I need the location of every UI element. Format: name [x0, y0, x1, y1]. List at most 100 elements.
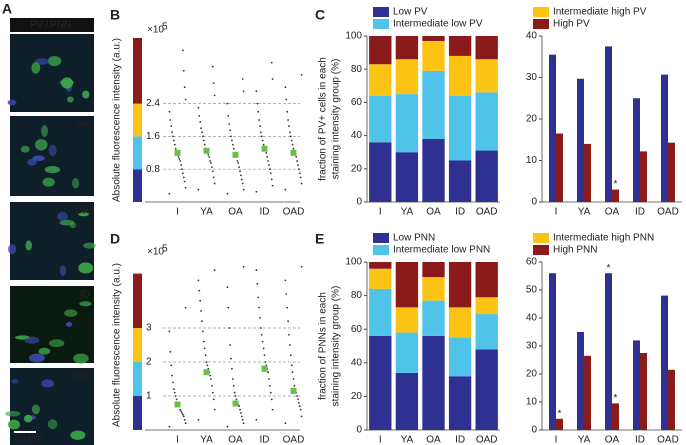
- data-point: [260, 131, 262, 134]
- y-tick-label: 60: [526, 257, 538, 268]
- data-point: [169, 350, 172, 353]
- bar: [640, 151, 647, 202]
- x-tick-label: OA: [228, 435, 243, 445]
- median-marker: [174, 401, 181, 408]
- bar-segment: [475, 150, 498, 202]
- y-axis-label: Absolute fluorescence intensity (a.u.): [112, 263, 123, 427]
- bar-segment: [369, 142, 392, 202]
- data-point: [175, 398, 178, 401]
- panel-label: D: [110, 231, 120, 247]
- data-point: [240, 178, 243, 181]
- bar: [556, 133, 563, 202]
- data-point: [182, 69, 185, 72]
- bar-segment: [395, 332, 419, 373]
- tile-label: ID: [80, 290, 90, 301]
- cell: [83, 242, 96, 249]
- cell: [78, 262, 94, 274]
- x-tick-label: I: [176, 207, 179, 218]
- median-marker: [174, 149, 181, 156]
- data-point: [229, 129, 232, 132]
- bar: [668, 369, 675, 430]
- bar-segment: [475, 262, 498, 298]
- bar-segment: [422, 262, 445, 278]
- data-point: [209, 374, 212, 377]
- legend-swatch: [373, 245, 389, 255]
- data-point: [298, 172, 301, 175]
- data-point: [202, 330, 204, 333]
- cell: [70, 430, 86, 440]
- data-point: [238, 166, 241, 169]
- bar-segment: [422, 36, 445, 41]
- significance-mark: *: [558, 408, 562, 419]
- y-tick-label: 2: [146, 357, 152, 368]
- data-point: [292, 378, 295, 380]
- data-point: [168, 330, 171, 333]
- y-tick-label: 50: [526, 285, 538, 296]
- x-tick-label: OA: [426, 435, 441, 445]
- data-point: [233, 391, 236, 394]
- cell: [31, 62, 41, 74]
- y-tick-label: 40: [526, 31, 538, 42]
- data-point: [228, 327, 231, 329]
- data-point: [290, 139, 293, 142]
- median-marker: [290, 149, 297, 156]
- bar-segment: [395, 372, 419, 430]
- data-point: [227, 306, 230, 309]
- bar-segment: [448, 262, 472, 308]
- bar: [549, 54, 556, 202]
- bar-segment: [448, 376, 472, 430]
- bar: [584, 355, 591, 430]
- data-point: [234, 395, 237, 397]
- data-point: [179, 408, 182, 411]
- data-point: [260, 135, 263, 138]
- data-point: [210, 378, 212, 380]
- bar-segment: [448, 95, 472, 161]
- data-point: [184, 186, 187, 189]
- image-header-text: /: [45, 20, 48, 31]
- data-point: [213, 408, 216, 411]
- x-tick-label: YA: [578, 207, 591, 218]
- color-band: [133, 103, 142, 137]
- cell: [73, 353, 89, 364]
- data-point: [289, 131, 291, 134]
- data-point: [284, 422, 287, 425]
- cell: [24, 336, 40, 344]
- data-point: [270, 398, 273, 401]
- median-marker: [203, 147, 210, 154]
- data-point: [198, 115, 201, 117]
- y-tick-label: 20: [526, 114, 538, 125]
- cell: [28, 353, 45, 363]
- data-point: [198, 289, 201, 292]
- data-point: [293, 384, 296, 387]
- data-point: [263, 354, 266, 357]
- x-tick-label: OAD: [476, 435, 498, 445]
- x-tick-label: ID: [635, 435, 645, 445]
- data-point: [300, 265, 303, 268]
- bar: [661, 295, 668, 430]
- cell: [78, 212, 89, 217]
- data-point: [180, 164, 183, 167]
- data-point: [199, 299, 202, 302]
- data-point: [211, 391, 214, 394]
- bar: [668, 142, 675, 202]
- bar: [605, 46, 612, 202]
- bar-segment: [369, 36, 392, 65]
- panel-label: C: [315, 7, 325, 23]
- data-point: [197, 106, 200, 109]
- data-point: [286, 306, 289, 309]
- data-point: [241, 418, 244, 421]
- data-point: [261, 139, 264, 142]
- median-marker: [232, 400, 239, 407]
- data-point: [291, 143, 294, 146]
- bar-segment: [422, 277, 445, 301]
- data-point: [292, 147, 295, 150]
- tile-label: YA: [77, 120, 90, 131]
- y-tick-label: 30: [526, 72, 538, 83]
- data-point: [226, 425, 229, 428]
- bar-segment: [448, 337, 472, 377]
- data-point: [297, 164, 299, 167]
- median-marker: [290, 387, 297, 394]
- y-axis-label: staining intensity group (%): [331, 286, 342, 407]
- data-point: [183, 180, 186, 183]
- data-point: [172, 135, 174, 138]
